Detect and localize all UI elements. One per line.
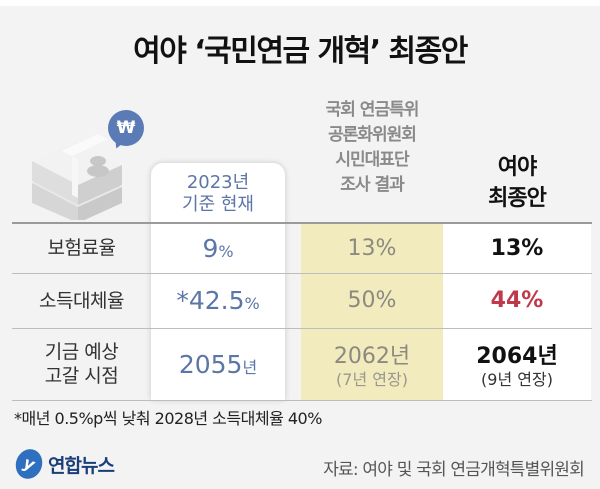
cell-citizen-replacement-rate: 50%: [301, 273, 443, 328]
money-stack-icon: [32, 134, 122, 220]
cell-citizen-premium: 13%: [301, 223, 443, 273]
header-citizen-line2: 공론화위원회: [328, 125, 417, 145]
header-divider: [12, 222, 592, 224]
cell-note: (9년 연장): [481, 370, 553, 389]
value-unit: %: [218, 241, 234, 261]
cell-note: (7년 연장): [336, 370, 408, 389]
cell-value: 2062년: [333, 344, 411, 369]
header-current-line1: 2023년: [186, 172, 250, 193]
value-number: 2055: [178, 349, 243, 379]
cell-current-premium: 9%: [151, 223, 285, 273]
column-citizen-panel: [301, 223, 443, 400]
yonhap-logo-icon: y: [11, 445, 47, 483]
cell-final-fund-depletion: 2064년 (9년 연장): [443, 328, 591, 400]
row-label-text: 소득대체율: [39, 289, 124, 312]
cell-current-replacement-rate: *42.5%: [151, 273, 285, 328]
header-citizen: 국회 연금특위 공론화위원회 시민대표단 조사 결과: [301, 98, 443, 198]
won-badge-icon: ₩: [108, 110, 144, 146]
cell-value: 13%: [347, 235, 397, 261]
column-final-panel: [443, 223, 591, 400]
cell-value: 13%: [490, 235, 544, 261]
value-unit: %: [244, 294, 260, 313]
header-final-line2: 최종안: [488, 186, 547, 211]
cell-value: 9%: [202, 234, 233, 263]
header-current-line2: 기준 현재: [182, 194, 254, 215]
header-final-line1: 여야: [497, 155, 537, 180]
footnote: *매년 0.5%p씩 낮춰 2028년 소득대체율 40%: [14, 409, 322, 428]
table-bottom-divider: [12, 400, 592, 401]
row-label-text: 기금 예상: [44, 341, 119, 363]
header-citizen-line4: 조사 결과: [340, 175, 404, 195]
value-number: *42.5: [176, 286, 245, 315]
row-label-fund-depletion: 기금 예상 고갈 시점: [12, 328, 151, 400]
cell-final-replacement-rate: 44%: [443, 273, 591, 328]
header-current: 2023년 기준 현재: [151, 172, 285, 216]
row-divider: [12, 328, 592, 329]
cell-value: 50%: [347, 288, 397, 313]
row-label-premium: 보험료율: [12, 223, 151, 273]
value-number: 9: [202, 233, 219, 263]
row-label-text: 고갈 시점: [44, 365, 119, 387]
page-title: 여야 ‘국민연금 개혁’ 최종안: [133, 34, 468, 69]
row-divider: [12, 273, 592, 274]
cell-final-premium: 13%: [443, 223, 591, 273]
cell-value: *42.5%: [176, 286, 259, 315]
header-final: 여야 최종안: [443, 152, 591, 214]
cell-value: 2064년: [476, 344, 558, 369]
header-citizen-line1: 국회 연금특위: [325, 100, 420, 120]
header-citizen-line3: 시민대표단: [335, 150, 409, 170]
column-current-card: [151, 163, 285, 400]
cell-citizen-fund-depletion: 2062년 (7년 연장): [301, 328, 443, 400]
source-credit: 자료: 여야 및 국회 연금개혁특별위원회: [323, 460, 585, 480]
cell-value: 44%: [490, 288, 544, 313]
yonhap-logo-text: 연합뉴스: [48, 454, 115, 477]
row-label-text: 보험료율: [47, 237, 116, 259]
row-label-replacement-rate: 소득대체율: [12, 273, 151, 328]
cell-value: 2055년: [179, 350, 257, 379]
top-strip: [0, 0, 600, 6]
value-unit: 년: [242, 357, 258, 377]
yonhap-logo: y 연합뉴스: [11, 445, 115, 483]
cell-current-fund-depletion: 2055년: [151, 328, 285, 400]
